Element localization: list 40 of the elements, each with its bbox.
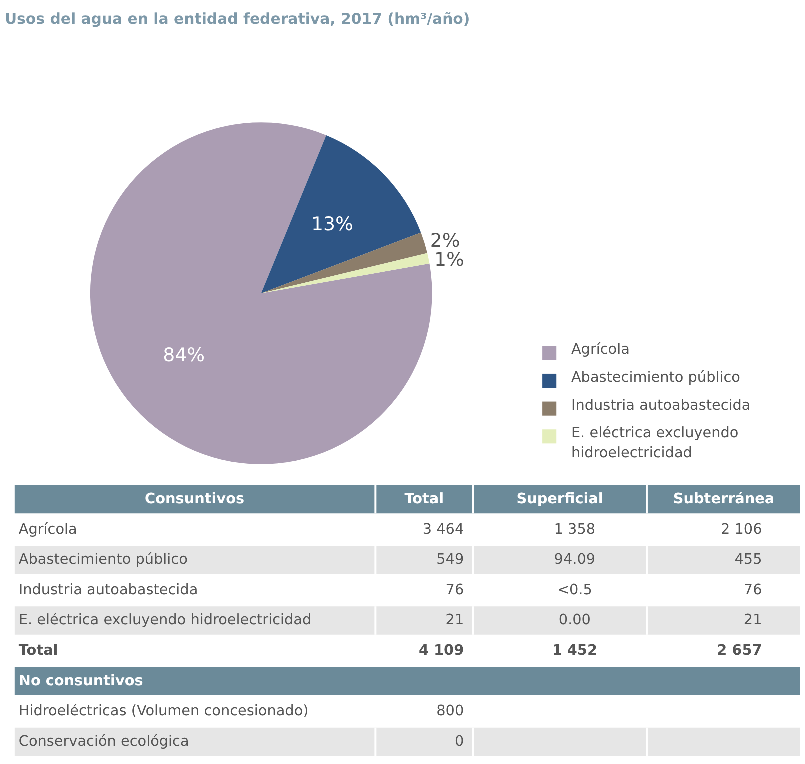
text: 549 <box>436 552 464 568</box>
text: 2 106 <box>721 522 762 538</box>
category-label: No consuntivos <box>18 673 144 690</box>
category-label: Conservación ecológica <box>18 734 190 750</box>
pie-slice <box>261 135 422 294</box>
data-label: 13% <box>311 213 354 236</box>
text: 800 <box>436 704 464 720</box>
legend-label: Abastecimiento público <box>571 370 741 386</box>
text: 0 <box>454 734 464 750</box>
chart-title: Usos del agua en la entidad federativa, 2017 (hm³/año) <box>4 10 470 28</box>
pie-slice <box>90 122 432 464</box>
legend-label: E. eléctrica excluyendo hidroelectricidad <box>571 426 739 462</box>
category-label: E. eléctrica excluyendo hidroelectricidad <box>18 612 312 629</box>
category-label: Hidroeléctricas (Volumen concesionado) <box>18 704 309 720</box>
text: 21 <box>446 612 464 629</box>
text: 21 <box>744 612 762 629</box>
text: 0.00 <box>558 612 591 629</box>
category-label: Subterránea <box>673 491 775 508</box>
text: 76 <box>446 582 464 598</box>
text: 1 452 <box>552 643 598 660</box>
text: 2 657 <box>717 643 762 660</box>
text: 4 109 <box>418 643 464 660</box>
text: 94.09 <box>554 552 596 568</box>
category-label: Total <box>404 491 444 508</box>
text: 3 464 <box>422 522 464 538</box>
text: 1 358 <box>554 522 596 538</box>
pie-slice <box>261 253 430 294</box>
legend-label: Industria autoabastecida <box>571 398 751 414</box>
text: 76 <box>744 582 762 598</box>
category-label: Abastecimiento público <box>18 552 188 568</box>
text: 455 <box>734 552 762 568</box>
category-label: Industria autoabastecida <box>18 582 198 598</box>
category-label: Superficial <box>516 491 604 508</box>
data-label: 84% <box>163 344 206 367</box>
category-label: Agrícola <box>18 522 78 538</box>
text: <0.5 <box>557 582 592 598</box>
pie-slice <box>261 232 428 294</box>
legend-label: Agrícola <box>571 342 630 358</box>
category-label: Total <box>18 643 58 660</box>
category-label: Consuntivos <box>145 491 245 508</box>
